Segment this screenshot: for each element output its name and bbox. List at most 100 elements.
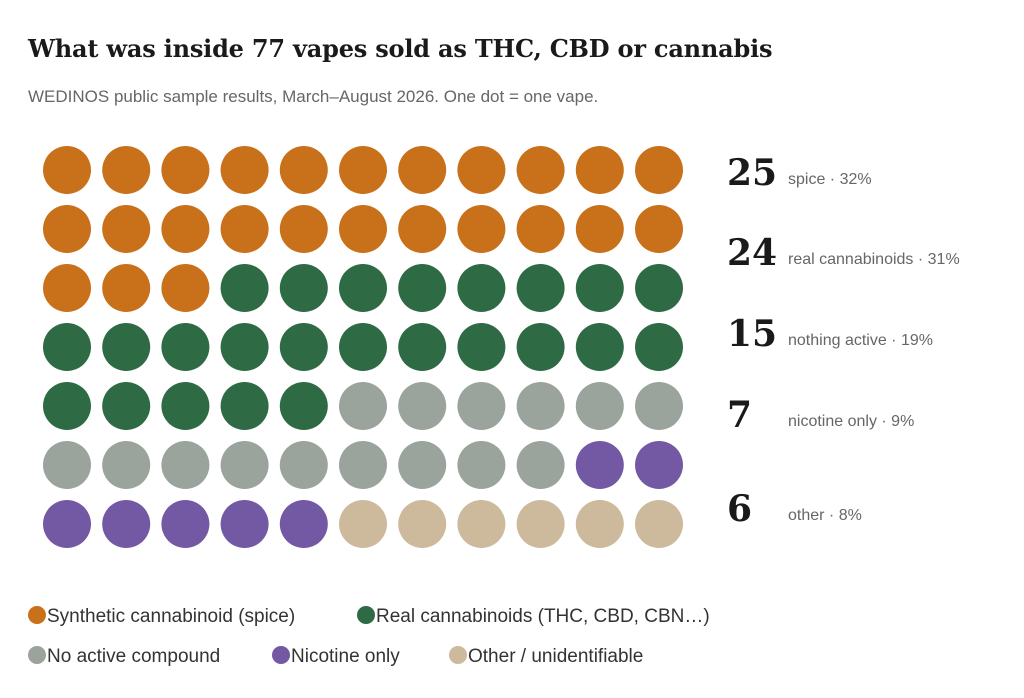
dot-none bbox=[398, 441, 447, 489]
dot-real bbox=[161, 382, 210, 430]
dot-real bbox=[575, 323, 624, 371]
dot-spice bbox=[457, 146, 506, 194]
dot-nicotine bbox=[279, 500, 328, 548]
dot-real bbox=[575, 264, 624, 312]
dot-spice bbox=[43, 205, 91, 253]
dot-spice bbox=[279, 205, 328, 253]
dot-real bbox=[457, 323, 506, 371]
dot-spice bbox=[220, 146, 269, 194]
dot-nicotine bbox=[102, 500, 151, 548]
stat-count-other: 6 bbox=[727, 488, 752, 530]
dot-real bbox=[43, 323, 91, 371]
dot-spice bbox=[516, 205, 565, 253]
dot-spice bbox=[161, 264, 210, 312]
stat-count-none: 15 bbox=[727, 313, 777, 355]
dot-nicotine bbox=[220, 500, 269, 548]
dot-real bbox=[279, 264, 328, 312]
legend-label-none: No active compound bbox=[47, 646, 220, 667]
dot-real bbox=[635, 264, 683, 312]
dot-spice bbox=[102, 264, 151, 312]
dot-none bbox=[457, 382, 506, 430]
stat-label-other: other · 8% bbox=[788, 507, 862, 524]
dot-other bbox=[398, 500, 447, 548]
dot-other bbox=[516, 500, 565, 548]
dot-other bbox=[575, 500, 624, 548]
legend-swatch-real bbox=[357, 606, 375, 624]
dot-none bbox=[220, 441, 269, 489]
dot-real bbox=[161, 323, 210, 371]
dot-none bbox=[516, 441, 565, 489]
dot-nicotine bbox=[43, 500, 91, 548]
dot-nicotine bbox=[161, 500, 210, 548]
dot-none bbox=[635, 382, 683, 430]
dot-real bbox=[102, 323, 151, 371]
dot-real bbox=[457, 264, 506, 312]
dot-none bbox=[102, 441, 151, 489]
chart-title: What was inside 77 vapes sold as THC, CB… bbox=[28, 34, 773, 63]
dot-spice bbox=[457, 205, 506, 253]
dot-real bbox=[220, 323, 269, 371]
legend-swatch-none bbox=[28, 646, 46, 664]
dot-spice bbox=[161, 146, 210, 194]
dot-none bbox=[457, 441, 506, 489]
dot-spice bbox=[102, 205, 151, 253]
legend-swatch-nicotine bbox=[272, 646, 290, 664]
legend-swatch-other bbox=[449, 646, 467, 664]
stat-count-real: 24 bbox=[727, 232, 777, 274]
dot-spice bbox=[43, 146, 91, 194]
dot-spice bbox=[635, 205, 683, 253]
dot-spice bbox=[102, 146, 151, 194]
stat-count-spice: 25 bbox=[727, 152, 777, 194]
dot-real bbox=[279, 382, 328, 430]
dot-spice bbox=[398, 146, 447, 194]
dot-none bbox=[339, 441, 387, 489]
dot-none bbox=[575, 382, 624, 430]
dot-real bbox=[220, 264, 269, 312]
legend-label-nicotine: Nicotine only bbox=[291, 646, 400, 667]
dot-real bbox=[102, 382, 151, 430]
legend-label-other: Other / unidentifiable bbox=[468, 646, 643, 667]
dot-spice bbox=[635, 146, 683, 194]
dot-other bbox=[457, 500, 506, 548]
dot-spice bbox=[279, 146, 328, 194]
dot-other bbox=[635, 500, 683, 548]
dot-real bbox=[398, 264, 447, 312]
chart-subtitle: WEDINOS public sample results, March–Aug… bbox=[28, 87, 599, 106]
stat-label-nicotine: nicotine only · 9% bbox=[788, 413, 914, 430]
dot-real bbox=[635, 323, 683, 371]
dot-real bbox=[398, 323, 447, 371]
stat-count-nicotine: 7 bbox=[727, 394, 752, 436]
dot-spice bbox=[339, 205, 387, 253]
dot-real bbox=[516, 264, 565, 312]
dot-none bbox=[43, 441, 91, 489]
dot-none bbox=[398, 382, 447, 430]
dot-spice bbox=[516, 146, 565, 194]
dot-spice bbox=[339, 146, 387, 194]
dot-other bbox=[339, 500, 387, 548]
dot-spice bbox=[575, 146, 624, 194]
stat-label-spice: spice · 32% bbox=[788, 171, 872, 188]
dot-spice bbox=[398, 205, 447, 253]
dot-none bbox=[516, 382, 565, 430]
dot-spice bbox=[220, 205, 269, 253]
legend-label-real: Real cannabinoids (THC, CBD, CBN…) bbox=[376, 606, 710, 627]
dot-nicotine bbox=[635, 441, 683, 489]
dot-real bbox=[220, 382, 269, 430]
dot-none bbox=[161, 441, 210, 489]
dot-none bbox=[339, 382, 387, 430]
legend-label-spice: Synthetic cannabinoid (spice) bbox=[47, 606, 295, 627]
dot-real bbox=[339, 264, 387, 312]
stat-label-none: nothing active · 19% bbox=[788, 332, 933, 349]
dot-real bbox=[279, 323, 328, 371]
legend-swatch-spice bbox=[28, 606, 46, 624]
dot-real bbox=[339, 323, 387, 371]
dot-real bbox=[43, 382, 91, 430]
dot-real bbox=[516, 323, 565, 371]
dot-none bbox=[279, 441, 328, 489]
stat-label-real: real cannabinoids · 31% bbox=[788, 251, 960, 268]
dot-spice bbox=[161, 205, 210, 253]
dot-spice bbox=[43, 264, 91, 312]
dot-spice bbox=[575, 205, 624, 253]
dot-nicotine bbox=[575, 441, 624, 489]
